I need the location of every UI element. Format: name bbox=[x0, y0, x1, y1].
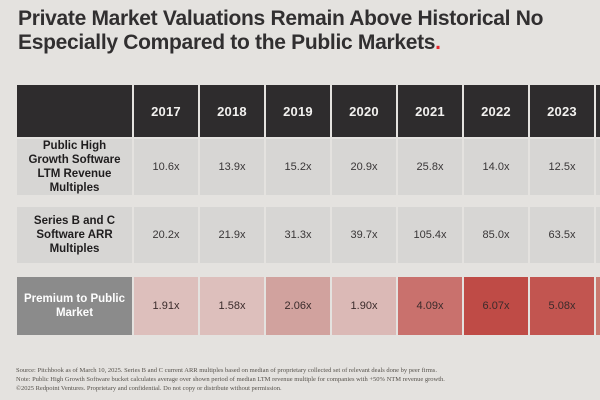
header-year-2022: 2022 bbox=[464, 85, 528, 137]
premium-cell-2020: 1.90x bbox=[332, 277, 396, 335]
table-header-row: 2017 2018 2019 2020 2021 2022 2023 bbox=[17, 85, 600, 137]
value-cell-2019: 15.2x bbox=[266, 139, 330, 195]
value-cell-clipped bbox=[596, 207, 600, 263]
value-cell-2017: 20.2x bbox=[134, 207, 198, 263]
header-year-2019: 2019 bbox=[266, 85, 330, 137]
value-cell-2022: 14.0x bbox=[464, 139, 528, 195]
title-line-2: Especially Compared to the Public Market… bbox=[18, 31, 543, 55]
footnote-copyright-line: ©2025 Redpoint Ventures. Proprietary and… bbox=[16, 385, 282, 392]
slide-title: Private Market Valuations Remain Above H… bbox=[18, 7, 543, 55]
header-year-2023: 2023 bbox=[530, 85, 594, 137]
premium-cell-2018: 1.58x bbox=[200, 277, 264, 335]
title-line-2-text: Especially Compared to the Public Market… bbox=[18, 31, 436, 54]
row-label: Public High Growth Software LTM Revenue … bbox=[17, 139, 132, 195]
footnote: Source: Pitchbook as of March 10, 2025. … bbox=[16, 366, 445, 393]
value-cell-2021: 25.8x bbox=[398, 139, 462, 195]
value-cell-2018: 13.9x bbox=[200, 139, 264, 195]
header-year-2018: 2018 bbox=[200, 85, 264, 137]
premium-cell-2023: 5.08x bbox=[530, 277, 594, 335]
value-cell-2017: 10.6x bbox=[134, 139, 198, 195]
table-row-premium-to-public-market: Premium to Public Market 1.91x 1.58x 2.0… bbox=[17, 277, 600, 335]
premium-cell-2019: 2.06x bbox=[266, 277, 330, 335]
value-cell-2018: 21.9x bbox=[200, 207, 264, 263]
table-row-series-bc-arr-multiples: Series B and C Software ARR Multiples 20… bbox=[17, 207, 600, 263]
header-year-2020: 2020 bbox=[332, 85, 396, 137]
title-line-1: Private Market Valuations Remain Above H… bbox=[18, 7, 544, 30]
value-cell-2023: 12.5x bbox=[530, 139, 594, 195]
header-corner-cell bbox=[17, 85, 132, 137]
value-cell-2020: 39.7x bbox=[332, 207, 396, 263]
value-cell-2021: 105.4x bbox=[398, 207, 462, 263]
premium-cell-2022: 6.07x bbox=[464, 277, 528, 335]
premium-cell-clipped bbox=[596, 277, 600, 335]
value-cell-2020: 20.9x bbox=[332, 139, 396, 195]
table-row-public-software-multiples: Public High Growth Software LTM Revenue … bbox=[17, 139, 600, 195]
row-label: Premium to Public Market bbox=[17, 277, 132, 335]
row-label: Series B and C Software ARR Multiples bbox=[17, 207, 132, 263]
title-accent-period: . bbox=[435, 31, 441, 54]
value-cell-2023: 63.5x bbox=[530, 207, 594, 263]
header-year-2021: 2021 bbox=[398, 85, 462, 137]
footnote-source-line: Source: Pitchbook as of March 10, 2025. … bbox=[16, 367, 437, 374]
value-cell-clipped bbox=[596, 139, 600, 195]
premium-cell-2017: 1.91x bbox=[134, 277, 198, 335]
footnote-note-line: Note: Public High Growth Software bucket… bbox=[16, 376, 445, 383]
header-year-clipped bbox=[596, 85, 600, 137]
value-cell-2022: 85.0x bbox=[464, 207, 528, 263]
premium-cell-2021: 4.09x bbox=[398, 277, 462, 335]
header-year-2017: 2017 bbox=[134, 85, 198, 137]
value-cell-2019: 31.3x bbox=[266, 207, 330, 263]
valuation-table: 2017 2018 2019 2020 2021 2022 2023 Publi… bbox=[17, 85, 600, 335]
